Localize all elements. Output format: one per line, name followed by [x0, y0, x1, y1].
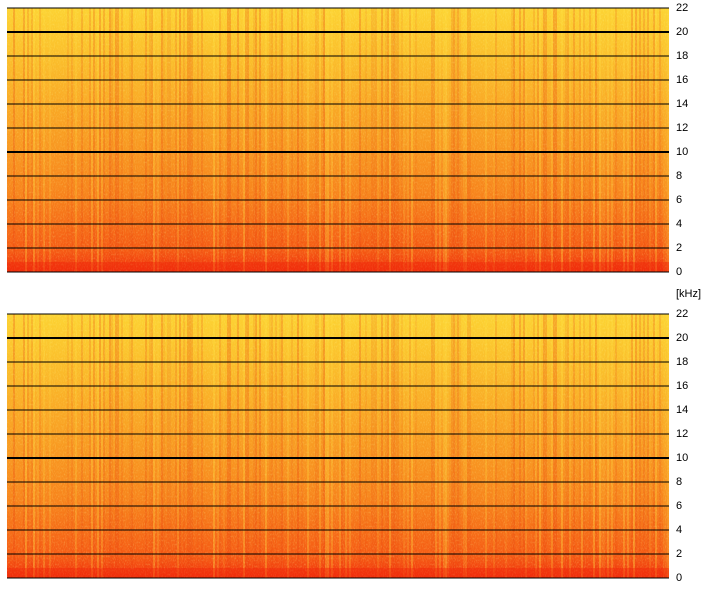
spectrogram-grain	[7, 314, 669, 578]
y-tick-label: 2	[676, 242, 682, 254]
y-tick-label: 22	[676, 2, 688, 14]
y-tick-label: 0	[676, 266, 682, 278]
y-tick-label: 6	[676, 194, 682, 206]
y-tick-label: 18	[676, 356, 688, 368]
y-tick-label: 10	[676, 452, 688, 464]
spectrogram-grain	[7, 8, 669, 272]
y-tick-label: 4	[676, 524, 682, 536]
y-tick-label: 14	[676, 404, 688, 416]
y-tick-label: 22	[676, 308, 688, 320]
y-tick-label: 4	[676, 218, 682, 230]
spectrogram-plot	[7, 7, 669, 273]
spectrogram-bottom-band	[7, 568, 669, 578]
y-tick-label: 16	[676, 74, 688, 86]
y-tick-label: 6	[676, 500, 682, 512]
y-tick-label: 2	[676, 548, 682, 560]
y-tick-label: 8	[676, 170, 682, 182]
y-tick-label: 20	[676, 26, 688, 38]
y-tick-label: 18	[676, 50, 688, 62]
y-tick-label: 20	[676, 332, 688, 344]
y-tick-label: 14	[676, 98, 688, 110]
spectrogram-plot	[7, 313, 669, 579]
y-tick-label: 8	[676, 476, 682, 488]
spectrogram-bottom-band	[7, 262, 669, 272]
y-tick-label: 0	[676, 572, 682, 584]
y-axis-unit: [kHz]	[676, 288, 701, 300]
y-tick-label: 12	[676, 428, 688, 440]
y-tick-label: 16	[676, 380, 688, 392]
y-tick-label: 10	[676, 146, 688, 158]
y-tick-label: 12	[676, 122, 688, 134]
